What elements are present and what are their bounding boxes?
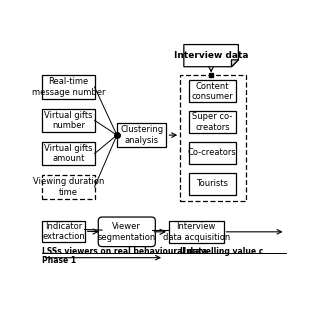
Bar [169, 221, 224, 243]
Text: LSSs viewers on real behavioural data: LSSs viewers on real behavioural data [43, 247, 208, 256]
Text: Indicator
extraction: Indicator extraction [42, 221, 85, 241]
Text: Interview
data acquisition: Interview data acquisition [163, 222, 230, 242]
Text: Clustering
analysis: Clustering analysis [120, 125, 163, 145]
Bar [180, 75, 246, 201]
Bar [117, 124, 166, 147]
Text: Interview data: Interview data [174, 51, 248, 60]
Bar [189, 80, 236, 102]
Text: Super co-
creators: Super co- creators [192, 112, 233, 132]
Text: Unravelling value c: Unravelling value c [180, 247, 263, 256]
Polygon shape [184, 44, 238, 67]
Text: Content
consumer: Content consumer [191, 82, 233, 101]
Bar [43, 75, 95, 99]
Bar [43, 108, 95, 132]
Bar [43, 175, 95, 198]
FancyBboxPatch shape [98, 217, 155, 247]
Bar [43, 142, 95, 165]
Text: Viewer
segmentation: Viewer segmentation [98, 222, 156, 242]
Text: Co-creators: Co-creators [188, 148, 237, 157]
Text: Real-time
message number: Real-time message number [32, 77, 105, 97]
Polygon shape [231, 60, 238, 67]
Text: Virtual gifts
amount: Virtual gifts amount [44, 144, 93, 163]
Bar [189, 111, 236, 133]
Text: Phase 1: Phase 1 [43, 256, 76, 265]
Text: Viewing duration
time: Viewing duration time [33, 177, 104, 196]
Bar [189, 173, 236, 195]
Text: Tourists: Tourists [196, 179, 228, 188]
Text: Virtual gifts
number: Virtual gifts number [44, 111, 93, 130]
Bar [43, 221, 84, 242]
Bar [189, 142, 236, 164]
